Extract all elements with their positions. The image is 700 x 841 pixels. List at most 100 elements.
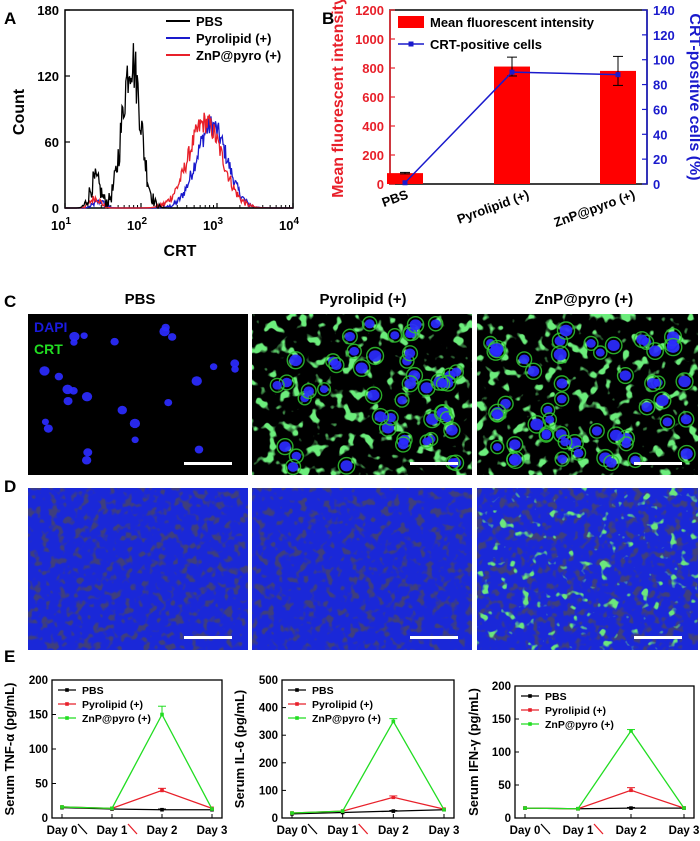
panel-letter-a: A [4,9,16,28]
stain-label-crt: CRT [34,341,63,357]
nucleus [641,402,653,413]
nucleus [209,363,218,371]
nucleus [364,319,375,329]
e-legend-marker [528,708,532,712]
nucleus [289,354,302,367]
b-xtick-label: ZnP@pyro (+) [552,187,637,230]
crt-ring [365,346,385,366]
e-xtick-label: Day 2 [616,825,647,837]
e-series-marker [340,809,345,813]
crt-ring [538,427,554,443]
e-ytick-label: 0 [42,813,48,825]
nucleus [451,367,462,377]
b-ytick-right-label: 40 [653,127,667,142]
b-xtick-label: PBS [380,187,411,210]
e-ytick-label: 50 [498,780,511,792]
e-series-line [291,720,445,814]
crt-ring [394,392,410,408]
scale-bar-d-pbs [184,636,232,639]
nucleus [530,418,544,431]
e-ytick-label: 500 [259,675,278,687]
b-bar [387,173,423,184]
nucleus [541,431,551,440]
crt-ring [387,327,403,343]
nucleus [586,339,596,348]
a-curve-znp [65,112,293,209]
e-legend-label: PBS [545,691,567,703]
e-series-marker [442,807,446,812]
b-ytick-left-label: 1200 [355,3,384,18]
scale-bar-c-znp [634,462,682,465]
nucleus [680,414,692,425]
crt-ring [506,436,524,454]
e-injection-arrow [540,823,551,835]
crt-ring [489,407,505,423]
crt-ring [506,450,525,470]
e-ytick-label: 200 [492,681,511,693]
a-ytick-label: 180 [37,3,59,18]
nucleus [649,345,662,357]
legend-b-line-marker [408,41,414,47]
panel-b-ylabel-left: Mean fluorescent intensity [330,0,347,198]
nucleus [666,341,680,353]
panel-b-ylabel-right: CRT-positive cells (%) [686,13,700,180]
crt-ring [618,436,634,452]
nucleus [595,348,605,357]
e-ylabel: Serum IFN-γ (pg/mL) [466,688,481,816]
nucleus [168,333,177,341]
e-legend-label: Pyrolipid (+) [312,699,373,711]
nucleus [340,460,353,472]
panel-letter-e: E [4,647,15,666]
e-series-marker [110,806,114,811]
e-ytick-label: 100 [29,744,48,756]
e-xtick-label: Day 1 [563,825,594,837]
crt-ring [417,378,436,397]
b-ytick-right-label: 20 [653,152,667,167]
crt-ring [588,422,605,439]
e-series-line [61,807,212,811]
crt-ring [361,316,378,332]
e-ylabel: Serum TNF-α (pg/mL) [2,683,17,816]
crt-ring [269,377,285,393]
b-ytick-right-label: 0 [653,177,660,192]
crt-ring [490,439,505,455]
e-xtick-label: Day 2 [147,825,178,837]
crt-ring [603,454,620,472]
crt-ring [430,373,449,391]
nucleus [509,439,521,450]
crt-ring [284,458,302,476]
b-ytick-left-label: 400 [362,119,384,134]
legend-b-crt: CRT-positive cells [430,37,542,52]
nucleus [287,462,299,472]
scale-bar-d-znp [634,636,682,639]
nucleus [420,382,433,394]
panel-a-xlabel: CRT [164,243,197,260]
nucleus [591,426,602,436]
crt-ring [542,412,558,427]
nucleus [194,445,204,454]
crt-ring [592,345,608,360]
panel-b-barchart: Mean fluorescent intensity CRT-positive … [330,0,700,230]
nucleus [390,331,400,340]
crt-ring [401,345,419,362]
e-legend-marker [65,716,69,720]
crt-ring [677,444,696,463]
nucleus [621,439,631,449]
a-xtick-label: 104 [279,216,299,233]
crt-ring [556,321,576,340]
nucleus [409,319,422,331]
e-legend-label: ZnP@pyro (+) [545,719,614,731]
e-legend-marker [528,694,532,698]
crt-ring [638,398,656,416]
scale-bar-c-pbs [184,462,232,465]
crt-ring [364,386,383,405]
nucleus [319,385,329,394]
e-xtick-label: Day 3 [669,825,700,837]
nucleus [303,386,314,396]
nucleus [619,370,632,381]
nucleus [636,334,648,345]
e-legend-label: Pyrolipid (+) [545,705,606,717]
crt-ring [675,372,694,391]
panel-letter-c: C [4,292,16,311]
